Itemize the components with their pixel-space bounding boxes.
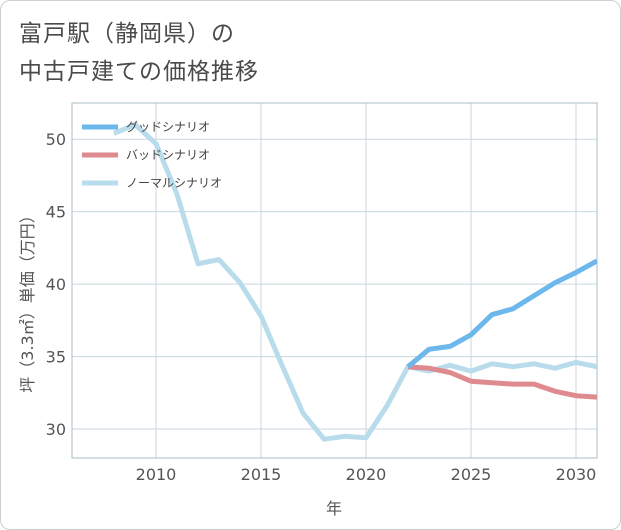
chart-title-line-2: 中古戸建ての価格推移 [19, 59, 259, 85]
chart-title: 富戸駅（静岡県）の 中古戸建ての価格推移 [19, 15, 259, 91]
good-scenario-line [406, 258, 597, 369]
plot-frame [71, 102, 598, 459]
y-tick-label: 50 [46, 130, 66, 149]
y-tick-label: 30 [46, 420, 66, 439]
grid-lines [72, 103, 597, 458]
bad-scenario-line [407, 364, 597, 400]
y-tick-label: 35 [46, 348, 66, 367]
y-tick-label: 40 [46, 275, 66, 294]
axes: 2010 2015 2020 2025 2030 30 35 40 45 50 [46, 102, 598, 484]
x-tick-label: 2020 [346, 465, 387, 484]
chart-title-line-1: 富戸駅（静岡県）の [19, 21, 235, 47]
y-tick-label: 45 [46, 203, 66, 222]
x-axis-title: 年 [326, 499, 342, 518]
data-series [113, 122, 597, 442]
legend-label: ノーマルシナリオ [126, 176, 222, 190]
plot-area [72, 103, 597, 458]
y-axis-title: 坪（3.3㎡）単価（万円） [18, 207, 37, 392]
x-tick-label: 2015 [241, 465, 282, 484]
x-tick-label: 2030 [556, 465, 597, 484]
x-tick-label: 2010 [136, 465, 177, 484]
legend-label: バッドシナリオ [126, 148, 210, 162]
legend-label: グッドシナリオ [126, 120, 210, 134]
normal-scenario-line [113, 122, 597, 442]
x-tick-label: 2025 [451, 465, 492, 484]
